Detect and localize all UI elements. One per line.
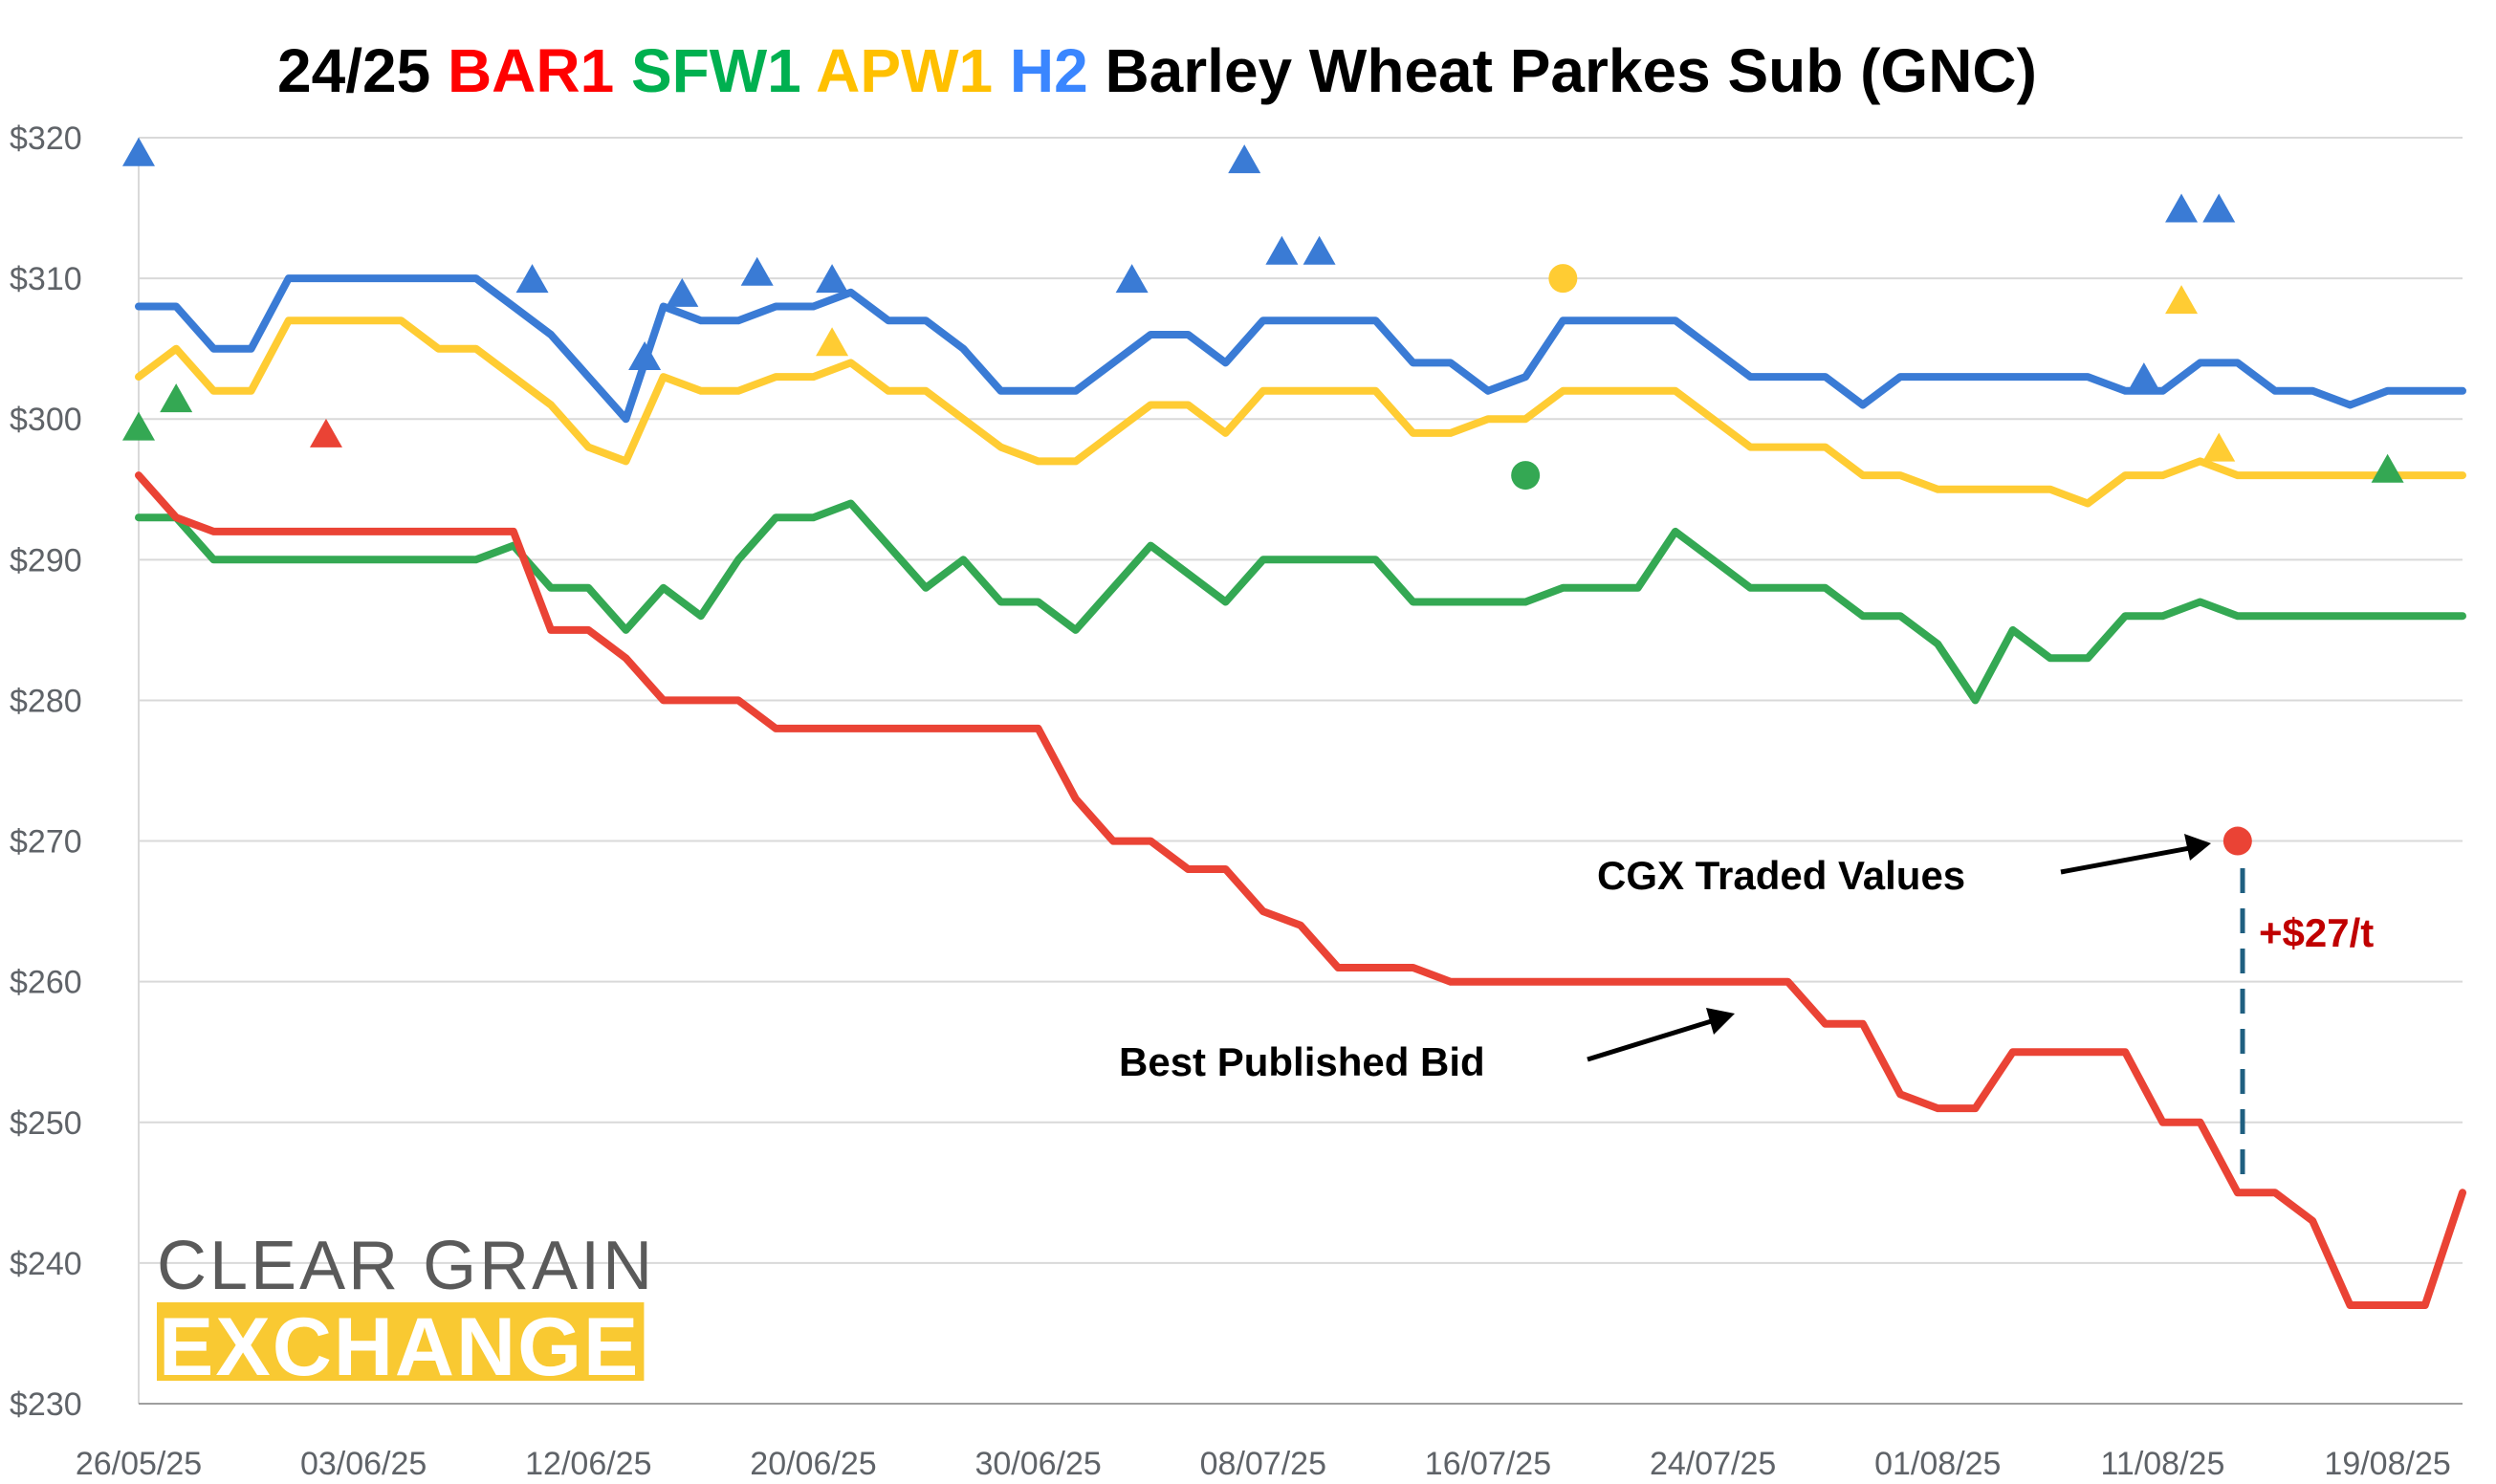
title-part-6 — [993, 36, 1010, 105]
best-published-bid-label: Best Published Bid — [1119, 1039, 1485, 1084]
y-tick-label: $310 — [10, 261, 82, 297]
logo-line1: CLEAR GRAIN — [157, 1228, 655, 1304]
traded-marker-triangle — [1265, 235, 1299, 265]
traded-marker-triangle — [740, 256, 774, 286]
series-line-0 — [135, 274, 2466, 424]
bid-arrow — [1587, 1016, 1719, 1062]
logo-line2: EXCHANGE — [159, 1301, 640, 1393]
traded-marker-triangle — [515, 264, 549, 294]
series-line-3 — [135, 471, 2466, 1309]
y-tick-label: $280 — [10, 683, 82, 719]
traded-marker-triangle — [122, 411, 155, 441]
x-tick-label: 12/06/25 — [525, 1446, 651, 1482]
traded-marker-triangle — [2165, 193, 2199, 223]
logo-band — [157, 1302, 645, 1381]
traded-markers — [122, 137, 2404, 856]
y-tick-label: $260 — [10, 965, 82, 1001]
bid-arrowhead — [1706, 1008, 1735, 1035]
x-tick-label: 11/08/25 — [2101, 1446, 2225, 1482]
traded-marker-triangle — [2165, 285, 2199, 315]
title-part-0: 24/25 — [277, 36, 448, 105]
traded-marker-triangle — [666, 277, 699, 307]
x-axis-ticks: 26/05/25 03/06/25 12/06/25 20/06/25 30/06/25… — [76, 1446, 2451, 1482]
traded-marker-triangle — [309, 418, 342, 447]
x-tick-label: 19/08/25 — [2324, 1446, 2450, 1482]
y-tick-label: $240 — [10, 1246, 82, 1282]
y-tick-label: $290 — [10, 542, 82, 578]
traded-marker-triangle — [1228, 144, 1261, 174]
traded-arrowhead — [2184, 834, 2211, 861]
title-part-4 — [801, 36, 816, 105]
cgx-traded-values-label: CGX Traded Values — [1597, 853, 1965, 898]
traded-marker-triangle — [2202, 432, 2236, 462]
title-part-5: APW1 — [816, 36, 993, 105]
traded-marker-triangle — [628, 341, 662, 371]
traded-marker-triangle — [122, 137, 155, 166]
traded-marker-circle — [2222, 826, 2252, 856]
title-part-1: BAR1 — [448, 36, 614, 105]
series-lines — [135, 274, 2466, 1309]
x-tick-label: 30/06/25 — [974, 1446, 1101, 1482]
traded-marker-circle — [1548, 264, 1578, 294]
x-tick-label: 20/06/25 — [750, 1446, 876, 1482]
traded-marker-triangle — [816, 264, 849, 294]
clear-grain-exchange-logo: CLEAR GRAIN EXCHANGE — [157, 1228, 655, 1393]
title-part-2 — [614, 36, 631, 105]
delta-label: +$27/t — [2259, 910, 2374, 955]
y-tick-label: $230 — [10, 1386, 82, 1423]
x-tick-label: 24/07/25 — [1650, 1446, 1776, 1482]
traded-marker-triangle — [816, 327, 849, 357]
x-tick-label: 01/08/25 — [1874, 1446, 2001, 1482]
series-line-1 — [135, 316, 2466, 508]
title-part-3: SFW1 — [631, 36, 801, 105]
title-part-7: H2 — [1010, 36, 1088, 105]
traded-marker-triangle — [1115, 264, 1149, 294]
traded-marker-triangle — [1303, 235, 1336, 265]
title-part-8: Barley Wheat Parkes Sub (GNC) — [1088, 36, 2037, 105]
y-tick-label: $300 — [10, 402, 82, 438]
traded-arrow — [2060, 844, 2196, 875]
x-tick-label: 26/05/25 — [76, 1446, 202, 1482]
x-tick-label: 16/07/25 — [1425, 1446, 1551, 1482]
x-tick-label: 08/07/25 — [1200, 1446, 1326, 1482]
traded-marker-triangle — [2127, 362, 2160, 392]
y-tick-label: $320 — [10, 120, 82, 157]
grid-lines — [138, 137, 2463, 1405]
traded-marker-triangle — [160, 383, 193, 413]
y-tick-label: $270 — [10, 824, 82, 861]
traded-marker-triangle — [2371, 453, 2404, 483]
chart-title: 24/25 BAR1 SFW1 APW1 H2 Barley Wheat Par… — [277, 36, 2037, 105]
y-axis-ticks: $320 $310 $300 $290 $280 $270 $260 $250 $240 $230 — [10, 120, 82, 1423]
traded-marker-triangle — [2202, 193, 2236, 223]
traded-marker-circle — [1511, 461, 1541, 491]
x-tick-label: 03/06/25 — [300, 1446, 427, 1482]
y-tick-label: $250 — [10, 1105, 82, 1142]
